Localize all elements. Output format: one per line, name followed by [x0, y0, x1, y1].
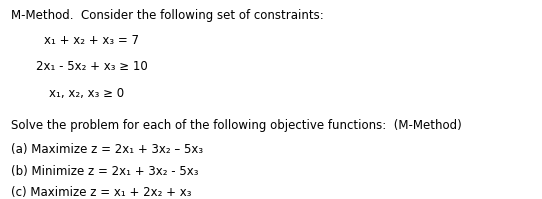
Text: (a) Maximize z = 2x₁ + 3x₂ – 5x₃: (a) Maximize z = 2x₁ + 3x₂ – 5x₃ — [11, 143, 203, 156]
Text: x₁, x₂, x₃ ≥ 0: x₁, x₂, x₃ ≥ 0 — [49, 87, 124, 100]
Text: Solve the problem for each of the following objective functions:  (M-Method): Solve the problem for each of the follow… — [11, 119, 461, 132]
Text: x₁ + x₂ + x₃ = 7: x₁ + x₂ + x₃ = 7 — [44, 34, 139, 47]
Text: M-Method.  Consider the following set of constraints:: M-Method. Consider the following set of … — [11, 9, 324, 22]
Text: (b) Minimize z = 2x₁ + 3x₂ - 5x₃: (b) Minimize z = 2x₁ + 3x₂ - 5x₃ — [11, 165, 198, 178]
Text: (c) Maximize z = x₁ + 2x₂ + x₃: (c) Maximize z = x₁ + 2x₂ + x₃ — [11, 186, 191, 199]
Text: 2x₁ - 5x₂ + x₃ ≥ 10: 2x₁ - 5x₂ + x₃ ≥ 10 — [36, 60, 148, 73]
